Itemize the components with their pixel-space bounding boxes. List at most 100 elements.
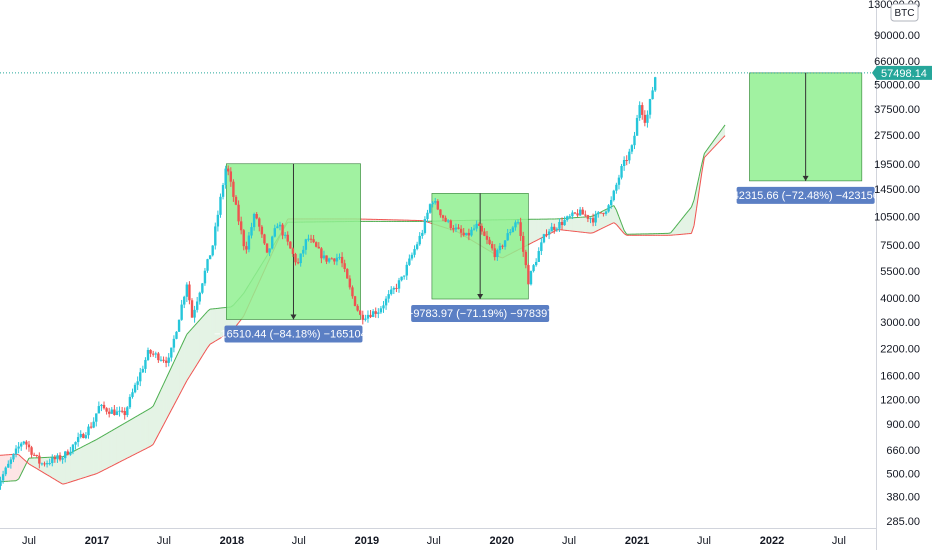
- candle-body: [522, 235, 525, 252]
- candle-body: [478, 223, 481, 226]
- time-tick-label: Jul: [157, 535, 171, 547]
- time-axis[interactable]: [0, 528, 876, 550]
- senkou-b-segment: [127, 456, 131, 459]
- senkou-a-segment: [127, 419, 131, 423]
- candle-body: [457, 227, 460, 229]
- candle-body: [146, 349, 150, 360]
- time-tick-label: 2021: [625, 535, 649, 547]
- senkou-a-segment: [98, 436, 102, 439]
- cloud-segment: [137, 414, 141, 453]
- candle-body: [444, 217, 447, 222]
- senkou-b-segment: [147, 445, 151, 449]
- candle-body: [100, 404, 103, 407]
- cloud-segment: [16, 454, 19, 481]
- senkou-b-segment: [716, 140, 721, 145]
- candle-body: [524, 251, 528, 266]
- senkou-b-segment: [621, 230, 625, 234]
- candle-body: [364, 318, 367, 320]
- candle-body: [509, 232, 512, 234]
- senkou-b-segment: [145, 447, 149, 450]
- candle-body: [439, 209, 442, 216]
- price-axis[interactable]: [877, 0, 932, 528]
- senkou-a-segment: [189, 328, 193, 332]
- candle-body: [348, 278, 352, 288]
- candle-body: [167, 357, 170, 363]
- cloud-segment: [199, 317, 203, 361]
- candle-body: [232, 181, 235, 197]
- senkou-a-segment: [163, 378, 167, 385]
- cloud-segment: [678, 219, 682, 235]
- candle-body: [234, 196, 238, 205]
- cloud-segment: [173, 356, 177, 406]
- candle-body: [159, 359, 163, 361]
- cloud-segment: [98, 436, 102, 473]
- senkou-a-segment: [204, 310, 208, 315]
- candle-body: [384, 298, 388, 306]
- measurement-label: −42315.66 (−72.48%) −4231566: [726, 190, 885, 202]
- candle-body: [462, 232, 465, 236]
- candle-body: [604, 211, 608, 214]
- senkou-a-segment: [139, 412, 144, 415]
- candle-body: [79, 433, 82, 438]
- cloud-segment: [189, 328, 193, 377]
- candle-body: [648, 99, 652, 115]
- senkou-b-segment: [623, 233, 628, 236]
- senkou-a-segment: [196, 319, 201, 324]
- candle-body: [589, 218, 592, 220]
- cloud-segment: [587, 216, 591, 234]
- candle-body: [195, 301, 199, 310]
- senkou-b-segment: [157, 429, 162, 435]
- time-tick-label: Jul: [832, 535, 846, 547]
- cloud-segment: [5, 454, 9, 482]
- senkou-a-segment: [165, 372, 170, 379]
- candle-body: [628, 151, 631, 161]
- candle-body: [467, 232, 471, 236]
- candle-body: [646, 114, 649, 123]
- candle-body: [190, 300, 194, 318]
- candle-body: [550, 226, 553, 232]
- price-tick-label: 19500.00: [874, 159, 920, 171]
- senkou-a-segment: [119, 424, 123, 427]
- senkou-a-segment: [696, 176, 700, 189]
- cloud-segment: [611, 205, 614, 224]
- senkou-b-segment: [65, 482, 68, 485]
- cloud-segment: [13, 454, 17, 481]
- senkou-b-segment: [600, 227, 604, 230]
- candle-body: [247, 235, 251, 250]
- candle-body: [553, 226, 556, 230]
- cloud-segment: [220, 307, 224, 339]
- candle-body: [7, 463, 10, 468]
- candle-body: [48, 463, 51, 465]
- cloud-segment: [65, 454, 68, 484]
- cloud-segment: [184, 334, 187, 386]
- senkou-a-segment: [623, 230, 628, 235]
- senkou-b-segment: [31, 465, 35, 468]
- candle-body: [110, 409, 113, 414]
- candle-body: [330, 258, 333, 260]
- cloud-segment: [613, 205, 617, 225]
- senkou-a-segment: [170, 361, 175, 368]
- senkou-b-segment: [116, 461, 120, 464]
- cloud-segment: [585, 216, 588, 233]
- candle-body: [20, 443, 23, 447]
- senkou-a-segment: [157, 389, 162, 396]
- cloud-segment: [696, 176, 700, 209]
- senkou-b-segment: [170, 405, 175, 411]
- senkou-b-segment: [719, 137, 723, 142]
- price-tick-label: 7500.00: [880, 240, 920, 252]
- senkou-b-segment: [67, 481, 71, 484]
- senkou-a-segment: [142, 410, 146, 414]
- candle-body: [115, 411, 119, 415]
- candle-body: [537, 251, 540, 262]
- candle-body: [568, 216, 571, 218]
- cloud-segment: [96, 438, 99, 474]
- time-tick-label: 2022: [760, 535, 784, 547]
- cloud-segment: [67, 452, 71, 483]
- senkou-a-segment: [134, 415, 138, 418]
- candle-body: [475, 223, 478, 229]
- senkou-b-segment: [80, 477, 84, 480]
- candle-body: [12, 453, 15, 460]
- currency-badge[interactable]: BTC: [890, 3, 919, 22]
